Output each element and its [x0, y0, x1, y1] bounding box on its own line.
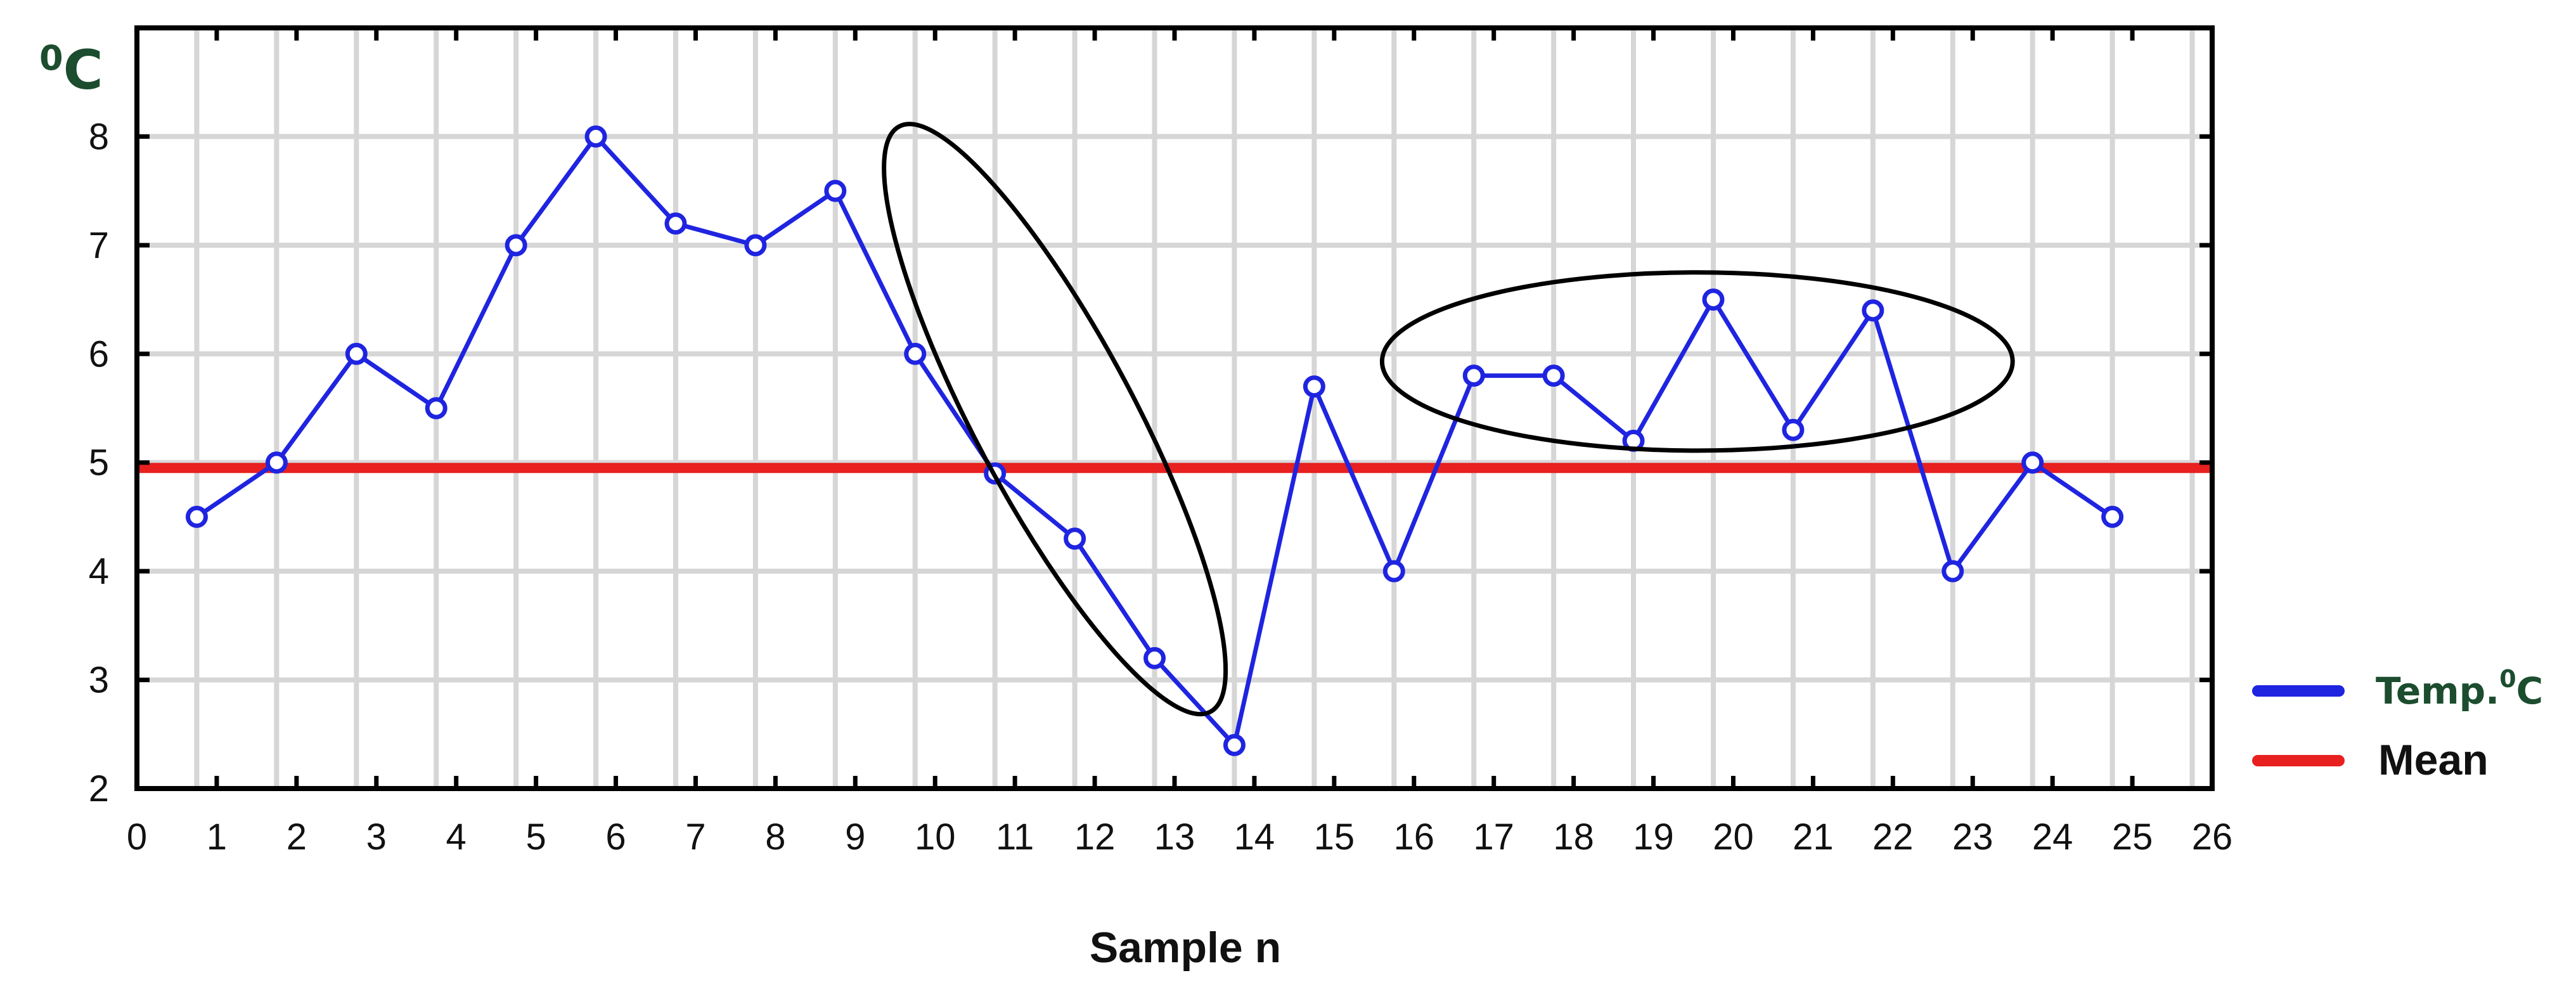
temperature-point [2101, 505, 2124, 528]
annotations [882, 122, 2015, 717]
x-tick-label: 2 [287, 816, 307, 858]
temperature-point [345, 342, 368, 365]
temperature-point [265, 451, 288, 474]
legend: Temp.0C Mean [2252, 665, 2543, 784]
y-tick-label: 7 [89, 225, 109, 266]
y-axis-unit-text: C [63, 39, 103, 102]
grid [137, 28, 2212, 791]
tick-labels: 0 1 2 3 4 5 6 7 8 9 10 11 12 13 14 15 16 17 18 19 20 21 22 23 24… [89, 116, 2233, 858]
temperature-point [2021, 451, 2044, 474]
x-tick-label: 21 [1793, 816, 1834, 858]
x-tick-label: 26 [2192, 816, 2233, 858]
x-tick-label: 23 [1952, 816, 1993, 858]
x-tick-label: 18 [1553, 816, 1594, 858]
temperature-point [1462, 364, 1485, 387]
temperature-point [1064, 527, 1086, 550]
temperature-point [824, 179, 847, 202]
x-tick-label: 7 [685, 816, 705, 858]
temperature-point [664, 212, 687, 235]
temperature-point [1862, 299, 1884, 322]
annotation-ellipse [1379, 270, 2015, 453]
temperature-point [185, 505, 208, 528]
temperature-point [425, 397, 448, 420]
x-tick-label: 10 [915, 816, 956, 858]
x-tick-label: 25 [2112, 816, 2153, 858]
temperature-point [505, 234, 527, 257]
y-tick-label: 5 [89, 442, 109, 484]
temperature-series [185, 125, 2124, 756]
x-tick-label: 22 [1872, 816, 1914, 858]
x-tick-label: 3 [366, 816, 387, 858]
x-tick-label: 15 [1314, 816, 1355, 858]
x-tick-label: 1 [207, 816, 227, 858]
axes [134, 25, 2215, 791]
temperature-point [744, 234, 767, 257]
temperature-point [584, 125, 607, 148]
x-tick-label: 20 [1713, 816, 1754, 858]
x-tick-label: 6 [605, 816, 626, 858]
x-tick-label: 0 [127, 816, 147, 858]
y-axis-unit-superscript: 0 [39, 38, 63, 78]
y-tick-label: 2 [89, 768, 109, 809]
x-tick-label: 16 [1394, 816, 1435, 858]
temperature-point [1702, 288, 1725, 311]
y-tick-label: 8 [89, 116, 109, 157]
legend-label-mean: Mean [2378, 736, 2489, 784]
x-tick-label: 8 [765, 816, 785, 858]
temperature-point [1782, 418, 1805, 441]
temperature-point [1382, 560, 1405, 583]
x-tick-label: 17 [1473, 816, 1514, 858]
temperature-point [1942, 560, 1964, 583]
x-tick-label: 14 [1234, 816, 1275, 858]
temperature-point [1223, 733, 1246, 756]
x-tick-label: 4 [446, 816, 467, 858]
temperature-point [1143, 647, 1166, 669]
x-tick-label: 24 [2032, 816, 2073, 858]
annotation-ellipse [882, 122, 1228, 717]
y-axis-unit-label: 0C [39, 38, 103, 102]
y-tick-label: 6 [89, 333, 109, 375]
temperature-point [1303, 375, 1325, 398]
x-tick-label: 12 [1074, 816, 1116, 858]
temperature-point [904, 342, 927, 365]
x-tick-label: 5 [525, 816, 546, 858]
y-tick-label: 3 [89, 660, 109, 701]
legend-label-temperature: Temp.0C [2376, 665, 2543, 712]
x-tick-label: 19 [1633, 816, 1674, 858]
temperature-point [1542, 364, 1565, 387]
x-tick-label: 13 [1154, 816, 1195, 858]
x-axis-title: Sample n [1090, 924, 1281, 972]
x-tick-label: 11 [996, 816, 1034, 858]
y-tick-label: 4 [89, 551, 109, 592]
x-tick-label: 9 [845, 816, 865, 858]
